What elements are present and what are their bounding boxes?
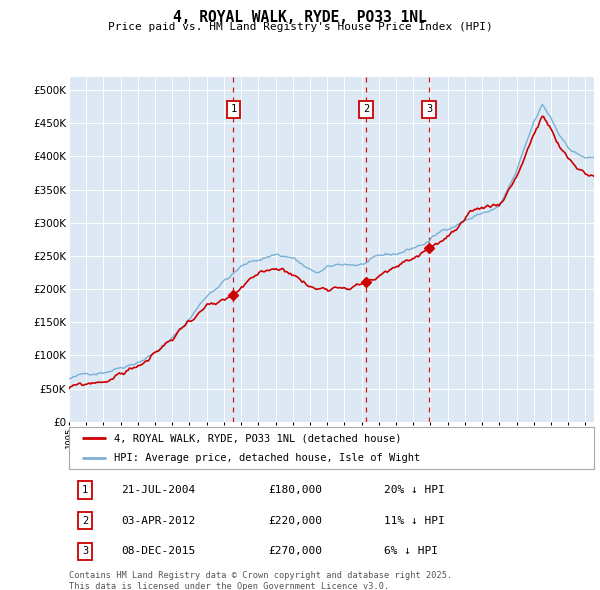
Text: 4, ROYAL WALK, RYDE, PO33 1NL: 4, ROYAL WALK, RYDE, PO33 1NL	[173, 10, 427, 25]
Text: £270,000: £270,000	[269, 546, 323, 556]
Text: 2: 2	[82, 516, 88, 526]
Text: 03-APR-2012: 03-APR-2012	[121, 516, 196, 526]
Text: 3: 3	[82, 546, 88, 556]
Text: 08-DEC-2015: 08-DEC-2015	[121, 546, 196, 556]
Text: 1: 1	[230, 104, 236, 114]
Text: 20% ↓ HPI: 20% ↓ HPI	[384, 485, 445, 495]
Text: 1: 1	[82, 485, 88, 495]
Text: 11% ↓ HPI: 11% ↓ HPI	[384, 516, 445, 526]
Text: HPI: Average price, detached house, Isle of Wight: HPI: Average price, detached house, Isle…	[113, 454, 420, 463]
Text: 3: 3	[426, 104, 432, 114]
Text: Price paid vs. HM Land Registry's House Price Index (HPI): Price paid vs. HM Land Registry's House …	[107, 22, 493, 32]
Text: 4, ROYAL WALK, RYDE, PO33 1NL (detached house): 4, ROYAL WALK, RYDE, PO33 1NL (detached …	[113, 434, 401, 444]
Text: 21-JUL-2004: 21-JUL-2004	[121, 485, 196, 495]
Text: £220,000: £220,000	[269, 516, 323, 526]
Text: 2: 2	[363, 104, 369, 114]
Text: 6% ↓ HPI: 6% ↓ HPI	[384, 546, 438, 556]
Text: £180,000: £180,000	[269, 485, 323, 495]
Text: Contains HM Land Registry data © Crown copyright and database right 2025.
This d: Contains HM Land Registry data © Crown c…	[69, 571, 452, 590]
